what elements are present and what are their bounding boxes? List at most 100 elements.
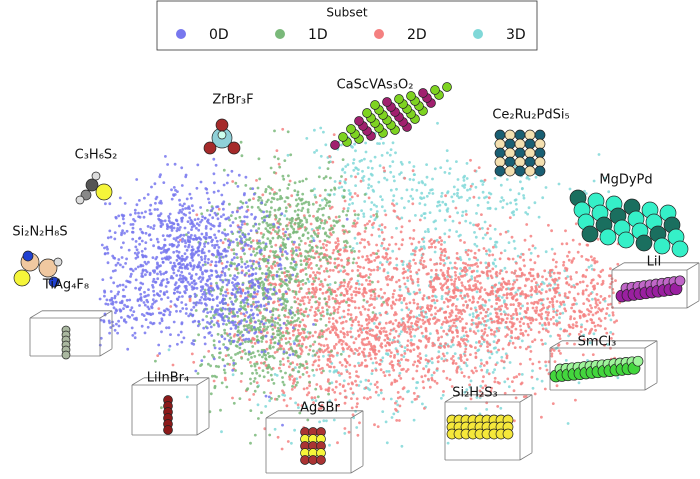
scatter-point [529,258,532,262]
scatter-point [364,141,367,145]
scatter-point [292,249,296,253]
scatter-point [336,307,340,311]
scatter-point [302,387,306,391]
scatter-point [431,177,434,181]
scatter-point [478,288,482,292]
scatter-point [500,288,503,292]
scatter-point [180,263,184,267]
scatter-point [421,263,425,267]
scatter-point [301,318,305,322]
scatter-point [328,369,332,373]
scatter-point [301,373,305,376]
scatter-point [357,361,360,365]
scatter-point [265,214,269,218]
scatter-point [323,278,327,282]
scatter-point [476,300,480,304]
scatter-point [346,330,349,334]
scatter-point [367,276,371,279]
scatter-point [549,317,553,321]
scatter-point [409,274,413,278]
scatter-point [150,185,153,189]
scatter-point [363,355,366,358]
scatter-point [168,310,172,314]
scatter-point [462,261,465,265]
scatter-point [361,292,364,296]
scatter-point [178,291,182,294]
scatter-point [380,244,383,248]
scatter-point [280,212,284,216]
scatter-point [286,130,290,134]
scatter-point [555,260,558,264]
scatter-point [452,336,455,340]
scatter-point [288,235,292,239]
scatter-point [397,325,401,329]
scatter-point [494,264,498,268]
scatter-point [304,228,307,232]
scatter-point [416,354,420,358]
scatter-point [430,373,434,377]
scatter-point [443,232,447,236]
scatter-point [108,202,112,206]
scatter-point [309,222,313,226]
scatter-point [189,263,193,267]
scatter-point [326,363,329,367]
scatter-point [397,359,400,363]
scatter-point [372,203,376,207]
scatter-point [382,166,386,170]
scatter-point [279,360,282,363]
scatter-point [146,225,150,228]
scatter-point [357,306,361,310]
scatter-point [565,267,569,271]
scatter-point [475,396,479,399]
scatter-point [439,258,443,262]
scatter-point [313,353,317,357]
scatter-point [298,218,302,222]
scatter-point [273,251,277,255]
scatter-point [565,342,569,345]
scatter-point [521,292,525,296]
scatter-point [332,418,336,422]
scatter-point [554,287,557,291]
scatter-point [378,164,382,168]
scatter-point [391,292,395,296]
scatter-point [448,167,452,171]
scatter-point [270,206,273,210]
scatter-point [412,348,416,351]
scatter-point [166,296,170,299]
scatter-point [388,261,392,265]
scatter-point [349,174,353,178]
scatter-point [229,342,233,346]
scatter-point [466,188,469,192]
scatter-point [437,336,441,340]
scatter-point [555,384,559,388]
scatter-point [308,214,311,218]
scatter-point [327,378,330,382]
scatter-point [552,322,556,326]
scatter-point [468,298,472,302]
scatter-point [355,370,358,373]
scatter-point [455,230,458,234]
scatter-point [507,341,511,345]
scatter-point [104,202,107,206]
scatter-point [338,181,342,185]
scatter-point [289,261,293,265]
scatter-point [422,259,426,263]
scatter-point [396,340,400,343]
scatter-point [333,257,337,261]
scatter-point [339,330,343,334]
scatter-point [209,209,213,213]
scatter-point [425,315,429,319]
scatter-point [288,337,292,340]
scatter-point [222,213,226,217]
scatter-point [234,324,238,328]
scatter-point [382,300,386,304]
scatter-point [310,239,314,243]
scatter-point [313,340,317,344]
scatter-point [177,269,180,273]
scatter-point [411,279,414,282]
scatter-point [570,261,574,264]
scatter-point [163,219,167,223]
scatter-point [430,242,434,246]
scatter-point [297,290,301,294]
scatter-point [426,370,430,374]
